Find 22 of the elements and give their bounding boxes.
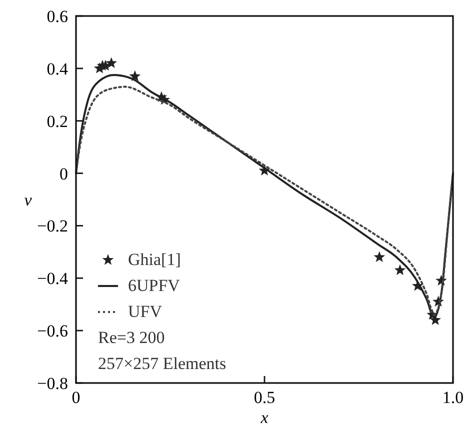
y-tick-label: −0.2 — [37, 216, 68, 236]
point — [374, 251, 386, 262]
y-tick-label: 0.4 — [46, 59, 68, 78]
legend-label: UFV — [128, 302, 163, 321]
annotation: Re=3 200 — [98, 328, 165, 347]
legend-label: Ghia[1] — [128, 250, 181, 269]
x-tick-label: 1.0 — [442, 388, 464, 407]
y-tick-label: −0.4 — [37, 269, 68, 288]
point — [106, 57, 118, 68]
legend-label: 6UPFV — [128, 276, 181, 295]
y-axis-title: v — [24, 190, 32, 210]
y-tick-label: 0.6 — [46, 7, 68, 26]
y-tick-label: 0.2 — [46, 112, 68, 131]
annotation: 257×257 Elements — [98, 354, 226, 373]
x-axis-title: x — [260, 408, 269, 427]
x-tick-label: 0.5 — [254, 388, 276, 407]
x-tick-label: 0 — [72, 388, 80, 407]
y-tick-label: −0.8 — [37, 374, 68, 393]
y-tick-label: −0.6 — [37, 322, 68, 341]
point — [430, 314, 442, 325]
y-tick-label: 0 — [60, 164, 68, 184]
point — [394, 264, 406, 276]
